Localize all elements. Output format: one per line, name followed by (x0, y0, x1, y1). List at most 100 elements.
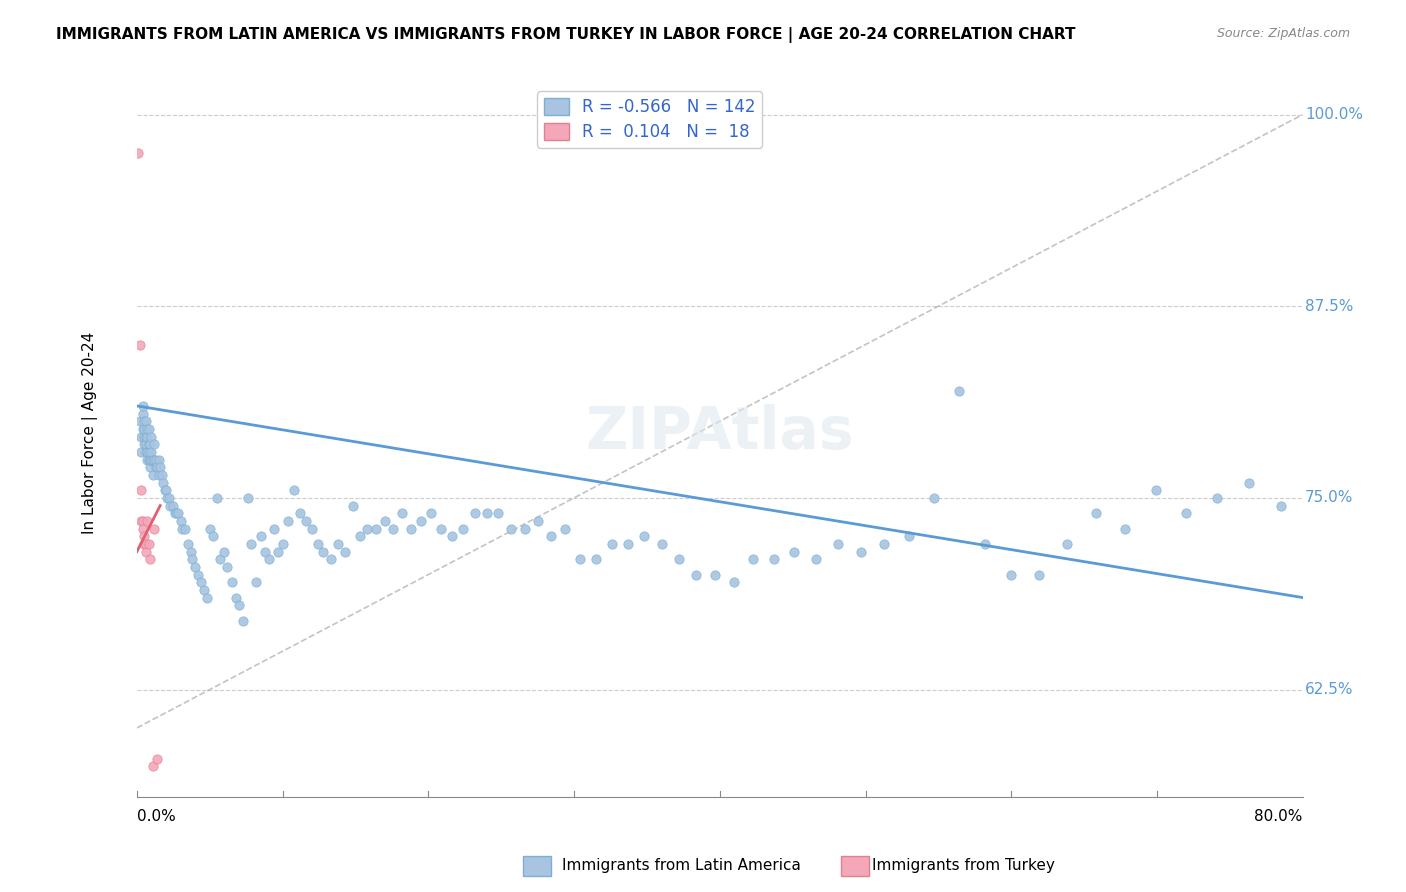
Point (134, 414, 156, 428)
Point (134, 422, 156, 436)
Point (1028, 567, 1050, 582)
Point (1000, 567, 1022, 582)
Point (1056, 537, 1078, 551)
Point (898, 529, 921, 543)
Point (134, 437, 156, 451)
Point (399, 522, 422, 536)
Point (141, 813, 163, 827)
Point (134, 537, 156, 551)
Point (307, 537, 329, 551)
Point (139, 552, 162, 566)
Point (138, 537, 160, 551)
Point (132, 422, 155, 436)
Point (141, 445, 163, 459)
Point (153, 483, 176, 498)
Point (704, 567, 727, 582)
Point (205, 491, 228, 505)
Point (134, 529, 156, 543)
Point (685, 567, 707, 582)
Text: ZIPAtlas: ZIPAtlas (585, 404, 853, 461)
Point (236, 491, 259, 505)
Text: IMMIGRANTS FROM LATIN AMERICA VS IMMIGRANTS FROM TURKEY IN LABOR FORCE | AGE 20-: IMMIGRANTS FROM LATIN AMERICA VS IMMIGRA… (56, 27, 1076, 43)
Point (177, 537, 200, 551)
Point (391, 506, 413, 520)
Point (513, 522, 536, 536)
Point (150, 467, 173, 482)
Point (142, 452, 165, 467)
Point (135, 537, 157, 551)
Point (464, 506, 486, 520)
Point (134, 429, 156, 443)
Point (326, 537, 349, 551)
Point (132, 399, 155, 413)
Point (568, 552, 591, 566)
Legend: R = -0.566   N = 142, R =  0.104   N =  18: R = -0.566 N = 142, R = 0.104 N = 18 (537, 91, 762, 148)
Point (225, 591, 247, 605)
Text: 0.0%: 0.0% (136, 809, 176, 824)
Text: 62.5%: 62.5% (1305, 682, 1354, 697)
Point (1144, 483, 1167, 498)
Point (312, 544, 335, 558)
Point (138, 422, 160, 436)
Point (1270, 499, 1292, 513)
Point (187, 567, 209, 582)
Text: In Labor Force | Age 20-24: In Labor Force | Age 20-24 (83, 332, 98, 533)
Point (128, 414, 150, 428)
Point (430, 522, 453, 536)
Point (288, 506, 311, 520)
Point (165, 506, 187, 520)
Point (668, 552, 690, 566)
Point (440, 529, 463, 543)
Point (127, 145, 149, 160)
Point (149, 828, 172, 842)
Point (364, 522, 387, 536)
Point (420, 506, 443, 520)
Point (190, 575, 212, 590)
Point (157, 491, 180, 505)
Point (132, 407, 155, 421)
Point (135, 544, 157, 558)
Point (1084, 506, 1107, 520)
Point (148, 467, 170, 482)
Point (217, 560, 239, 574)
Point (138, 437, 160, 451)
Text: 75.0%: 75.0% (1305, 491, 1354, 506)
Point (1237, 475, 1260, 490)
Point (526, 514, 548, 528)
Point (135, 437, 157, 451)
Point (193, 582, 215, 597)
Point (540, 529, 562, 543)
Point (152, 475, 174, 490)
Text: 87.5%: 87.5% (1305, 299, 1354, 314)
Point (249, 529, 271, 543)
Point (132, 514, 155, 528)
Point (143, 452, 166, 467)
Point (156, 491, 179, 505)
Text: 80.0%: 80.0% (1254, 809, 1303, 824)
Point (501, 522, 523, 536)
Point (143, 522, 166, 536)
Point (201, 529, 224, 543)
Point (149, 460, 172, 475)
Point (382, 522, 405, 536)
Point (221, 575, 243, 590)
Point (146, 751, 169, 765)
Point (138, 445, 160, 459)
Point (141, 452, 163, 467)
Point (129, 429, 152, 443)
Point (873, 537, 896, 551)
Point (271, 537, 294, 551)
Point (301, 522, 323, 536)
Point (374, 514, 396, 528)
Point (342, 499, 364, 513)
Point (208, 552, 231, 566)
Point (148, 452, 170, 467)
Point (263, 522, 285, 536)
Point (132, 522, 155, 536)
Point (135, 414, 157, 428)
Point (804, 552, 827, 566)
Point (453, 522, 475, 536)
Point (169, 514, 191, 528)
Point (486, 506, 509, 520)
Text: 100.0%: 100.0% (1305, 107, 1362, 122)
